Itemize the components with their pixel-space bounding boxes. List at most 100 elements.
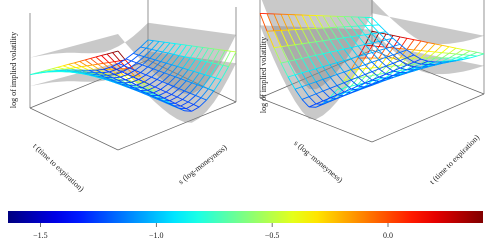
mesh-line: [101, 71, 110, 74]
mesh-line: [116, 81, 124, 84]
mesh-line: [121, 71, 128, 75]
mesh-line: [90, 58, 99, 65]
mesh-line: [287, 44, 296, 47]
mesh-line: [301, 43, 310, 58]
mesh-line: [57, 66, 65, 70]
mesh-line: [197, 74, 206, 86]
mesh-line: [200, 47, 209, 61]
mesh-line: [364, 25, 373, 35]
mesh-line: [357, 76, 366, 84]
mesh-line: [169, 74, 176, 78]
mesh-line: [336, 82, 345, 86]
mesh-line: [156, 41, 165, 51]
mesh-line: [308, 70, 317, 83]
mesh-line: [162, 74, 171, 83]
mesh-line: [301, 96, 310, 100]
mesh-line: [156, 72, 165, 80]
mesh-line: [385, 47, 394, 59]
mesh-line: [399, 64, 408, 69]
mesh-line: [420, 66, 429, 70]
mesh-line: [109, 69, 117, 73]
mesh-line: [378, 32, 387, 41]
mesh-line: [110, 63, 119, 68]
mesh-line: [371, 50, 380, 53]
mesh-line: [96, 76, 104, 79]
mesh-line: [357, 35, 366, 45]
mesh-line: [145, 92, 152, 96]
mesh-line: [392, 51, 401, 56]
mesh-line: [378, 79, 387, 82]
mesh-line: [154, 97, 161, 102]
mesh-line: [343, 78, 352, 81]
mesh-line: [173, 44, 182, 55]
mesh-line: [350, 79, 359, 87]
mesh-line: [79, 71, 88, 73]
mesh-line: [178, 88, 185, 92]
mesh-line: [315, 103, 324, 108]
mesh-line: [364, 17, 373, 26]
mesh-line: [210, 75, 216, 79]
mesh-line: [86, 65, 95, 71]
mesh-line: [131, 79, 139, 83]
mesh-line: [343, 88, 352, 93]
mesh-line: [186, 104, 194, 110]
mesh-line: [123, 74, 132, 82]
mesh-line: [462, 49, 471, 52]
mesh-line: [287, 76, 296, 90]
mesh-line: [138, 90, 145, 95]
mesh-line: [420, 57, 429, 64]
mesh-line: [455, 47, 464, 50]
mesh-line: [427, 61, 436, 67]
mesh-line: [371, 59, 380, 63]
mesh-line: [68, 62, 75, 65]
mesh-line: [406, 49, 415, 59]
mesh-line: [371, 66, 380, 76]
mesh-line: [301, 86, 310, 97]
mesh-line: [350, 56, 359, 60]
mesh-line: [413, 61, 422, 65]
mesh-line: [184, 56, 191, 59]
mesh-line: [90, 56, 97, 59]
mesh-line: [399, 44, 408, 51]
mesh-line: [193, 104, 200, 108]
mesh-line: [96, 68, 104, 71]
mesh-line: [371, 52, 380, 61]
mesh-line: [392, 60, 401, 64]
mesh-line: [103, 66, 112, 70]
mesh-line: [420, 42, 429, 51]
mesh-line: [371, 40, 380, 44]
mesh-line: [127, 69, 136, 75]
mesh-line: [420, 40, 429, 43]
mesh-line: [193, 60, 202, 72]
mesh-line: [350, 88, 359, 91]
mesh-line: [195, 47, 204, 60]
mesh-line: [385, 54, 394, 58]
mesh-line: [158, 91, 167, 96]
mesh-line: [180, 101, 189, 107]
mesh-line: [77, 72, 86, 74]
mesh-line: [103, 62, 109, 64]
mesh-line: [189, 84, 198, 94]
mesh-line: [294, 43, 303, 46]
box-edge: [371, 49, 485, 95]
mesh-line: [191, 72, 200, 84]
mesh-line: [97, 63, 106, 70]
mesh-line: [322, 66, 331, 78]
mesh-line: [142, 64, 149, 68]
mesh-line: [157, 50, 163, 53]
mesh-line: [114, 60, 120, 63]
mesh-line: [378, 41, 387, 49]
mesh-line: [420, 58, 429, 62]
mesh-line: [280, 46, 289, 62]
mesh-line: [308, 56, 317, 70]
mesh-line: [434, 57, 443, 63]
mesh-line: [79, 59, 86, 62]
confidence-band: [30, 51, 236, 123]
mesh-line: [184, 82, 193, 92]
mesh-line: [287, 14, 296, 30]
mesh-line: [350, 77, 359, 87]
mesh-line: [378, 73, 387, 78]
mesh-line: [158, 95, 165, 99]
mesh-line: [151, 70, 160, 78]
mesh-line: [160, 89, 167, 93]
